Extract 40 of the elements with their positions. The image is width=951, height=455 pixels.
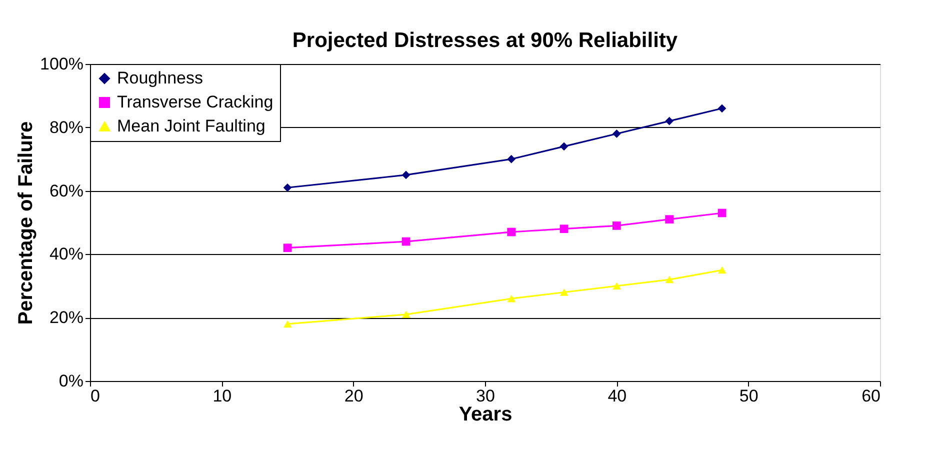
- point: [402, 237, 410, 246]
- point: [718, 208, 726, 218]
- y-tick-label: 20%: [49, 308, 84, 328]
- point: [560, 224, 568, 234]
- point: [665, 276, 674, 284]
- chart-title: Projected Distresses at 90% Reliability: [292, 29, 678, 52]
- y-tick-label: 40%: [49, 244, 84, 264]
- point: [560, 288, 568, 296]
- y-tick-label: 0%: [58, 372, 84, 390]
- point: [402, 170, 410, 180]
- legend-label: Roughness: [117, 68, 204, 88]
- point: [507, 294, 516, 302]
- x-tick-label: 30: [476, 386, 495, 406]
- y-tick-label: 100%: [40, 54, 84, 74]
- point: [402, 310, 410, 318]
- point: [612, 221, 621, 230]
- point: [507, 154, 516, 164]
- x-tick-label: 0: [90, 386, 100, 406]
- y-axis-title: Percentage of Failure: [15, 121, 38, 325]
- point: [718, 266, 726, 274]
- x-tick-label: 50: [739, 386, 758, 406]
- x-tick-label: 10: [212, 386, 232, 406]
- legend-label: Mean Joint Faulting: [117, 116, 266, 136]
- point: [718, 104, 726, 113]
- x-tick-label: 40: [608, 386, 627, 406]
- point: [507, 228, 516, 236]
- point: [665, 116, 674, 126]
- point: [283, 320, 292, 328]
- x-tick-label: 60: [862, 386, 880, 406]
- point: [612, 130, 621, 138]
- point: [612, 282, 621, 290]
- point: [560, 142, 568, 151]
- x-axis-title: Years: [458, 404, 512, 426]
- x-tick-label: 20: [344, 386, 364, 406]
- point: [283, 183, 292, 192]
- y-tick-label: 60%: [49, 181, 84, 200]
- point: [665, 215, 674, 224]
- point: [283, 244, 292, 252]
- y-tick-label: 80%: [49, 118, 84, 137]
- legend-label: Transverse Cracking: [117, 92, 274, 112]
